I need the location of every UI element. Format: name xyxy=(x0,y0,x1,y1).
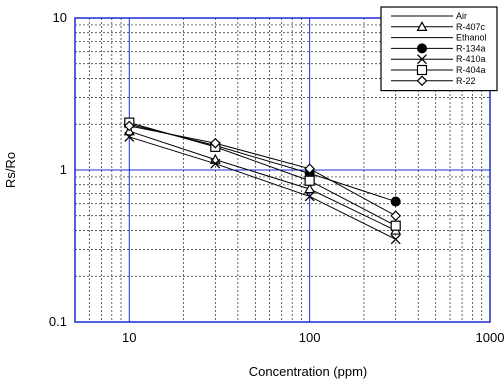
data-point-r-410a xyxy=(124,131,135,142)
x-tick-label: 10 xyxy=(122,330,136,345)
legend-marker xyxy=(416,21,428,31)
legend-label: R-407c xyxy=(456,22,486,32)
axis-tick-labels: 10 100 1000 0.1 1 10 xyxy=(49,10,504,345)
y-axis-title: Rs/Ro xyxy=(3,152,18,188)
data-point-r-22 xyxy=(209,137,221,149)
legend-marker xyxy=(417,43,427,54)
data-point-r-404a xyxy=(304,175,315,186)
series-line-r-410a xyxy=(129,136,396,240)
legend-label: R-134a xyxy=(456,43,486,53)
legend-marker xyxy=(416,64,428,76)
legend-label: R-404a xyxy=(456,65,486,75)
x-tick-label: 1000 xyxy=(476,330,504,345)
legend-label: Air xyxy=(456,11,467,21)
series-line-r-134a xyxy=(129,123,396,203)
series-line-r-22 xyxy=(129,125,396,217)
y-tick-label: 0.1 xyxy=(49,314,67,329)
data-series xyxy=(123,117,402,245)
data-point-r-134a xyxy=(390,196,401,207)
data-point-r-410a xyxy=(304,191,315,202)
x-tick-label: 100 xyxy=(299,330,321,345)
data-point-r-410a xyxy=(210,158,221,169)
data-point-r-22 xyxy=(123,120,135,132)
series-line-r-407c xyxy=(129,130,396,231)
data-point-r-404a xyxy=(390,220,401,231)
plot-area-frame xyxy=(74,17,491,323)
legend-marker xyxy=(417,54,427,65)
x-axis-title: Concentration (ppm) xyxy=(249,364,368,379)
legend-label: Ethanol xyxy=(456,33,487,43)
data-point-r-22 xyxy=(390,210,402,222)
y-tick-label: 10 xyxy=(53,10,67,25)
series-r-410a xyxy=(124,131,401,245)
data-point-r-407c xyxy=(209,153,221,164)
y-tick-label: 1 xyxy=(60,162,67,177)
data-point-r-407c xyxy=(304,183,316,194)
data-point-r-22 xyxy=(304,163,315,175)
data-point-r-410a xyxy=(390,234,401,245)
series-r-22 xyxy=(123,120,402,222)
legend-label: R-22 xyxy=(456,76,476,86)
legend-label: R-410a xyxy=(456,54,486,64)
legend-marker xyxy=(416,75,428,87)
